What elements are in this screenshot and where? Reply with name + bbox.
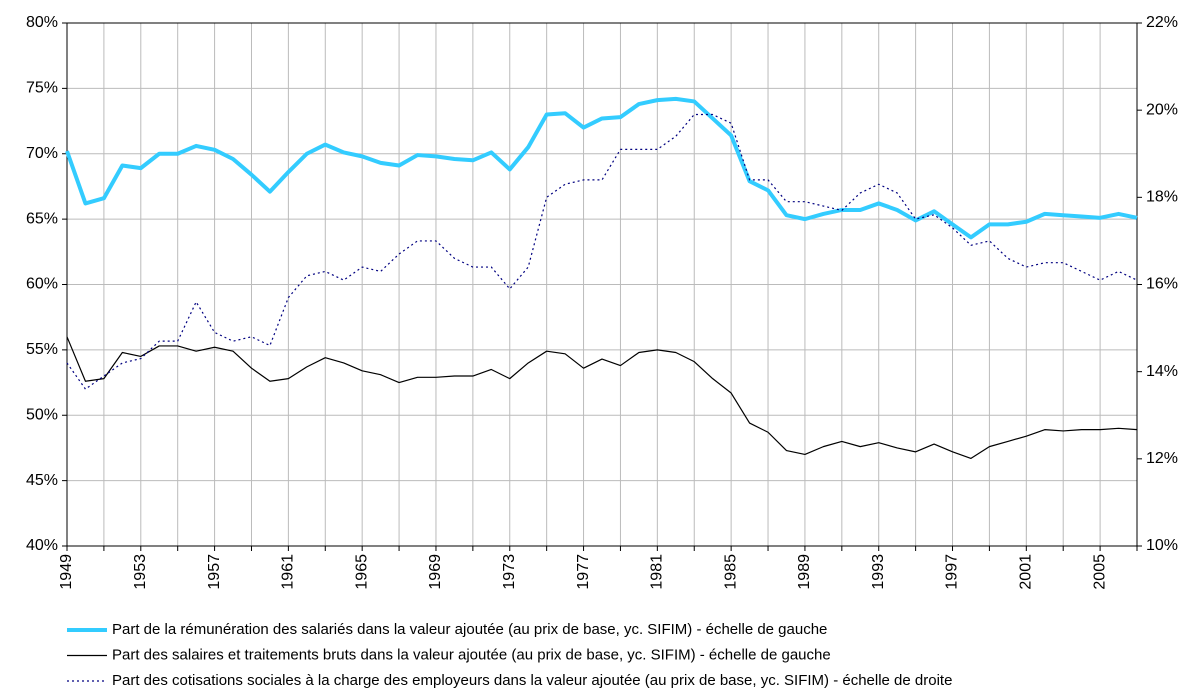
y-tick-label: 65%: [26, 210, 58, 227]
y-tick-label: 60%: [26, 276, 58, 293]
series-line: [65, 96, 1138, 240]
series-line: [66, 336, 1138, 459]
plot-frame: [66, 22, 1138, 547]
y2-tick-label: 14%: [1146, 363, 1178, 380]
x-tick-label: 1965: [353, 554, 370, 590]
x-tick-label: 1949: [58, 554, 75, 590]
y2-tick-label: 20%: [1146, 101, 1178, 118]
y2-tick-label: 22%: [1146, 14, 1178, 31]
y-tick-label: 55%: [26, 341, 58, 358]
y-tick-label: 40%: [26, 537, 58, 554]
x-tick-label: 2001: [1018, 554, 1035, 590]
legend-label: Part des cotisations sociales à la charg…: [112, 672, 952, 689]
x-tick-label: 1969: [427, 554, 444, 590]
x-tick-label: 1953: [132, 554, 149, 590]
x-tick-label: 1993: [870, 554, 887, 590]
x-tick-label: 1957: [206, 554, 223, 590]
y-tick-label: 45%: [26, 472, 58, 489]
x-tick-label: 1977: [575, 554, 592, 590]
x-tick-label: 1961: [280, 554, 297, 590]
legend-label: Part de la rémunération des salariés dan…: [112, 621, 827, 638]
x-tick-label: 1997: [944, 554, 961, 590]
y2-tick-label: 12%: [1146, 450, 1178, 467]
y-tick-label: 70%: [26, 145, 58, 162]
x-tick-label: 1973: [501, 554, 518, 590]
x-tick-label: 1981: [649, 554, 666, 590]
x-tick-label: 1989: [796, 554, 813, 590]
y2-tick-label: 18%: [1146, 189, 1178, 206]
y-tick-label: 75%: [26, 80, 58, 97]
x-tick-label: 2005: [1091, 554, 1108, 590]
legend-label: Part des salaires et traitements bruts d…: [112, 646, 831, 663]
y-tick-label: 50%: [26, 406, 58, 423]
y2-tick-label: 10%: [1146, 537, 1178, 554]
x-tick-label: 1985: [722, 554, 739, 590]
y2-tick-label: 16%: [1146, 276, 1178, 293]
y-tick-label: 80%: [26, 14, 58, 31]
